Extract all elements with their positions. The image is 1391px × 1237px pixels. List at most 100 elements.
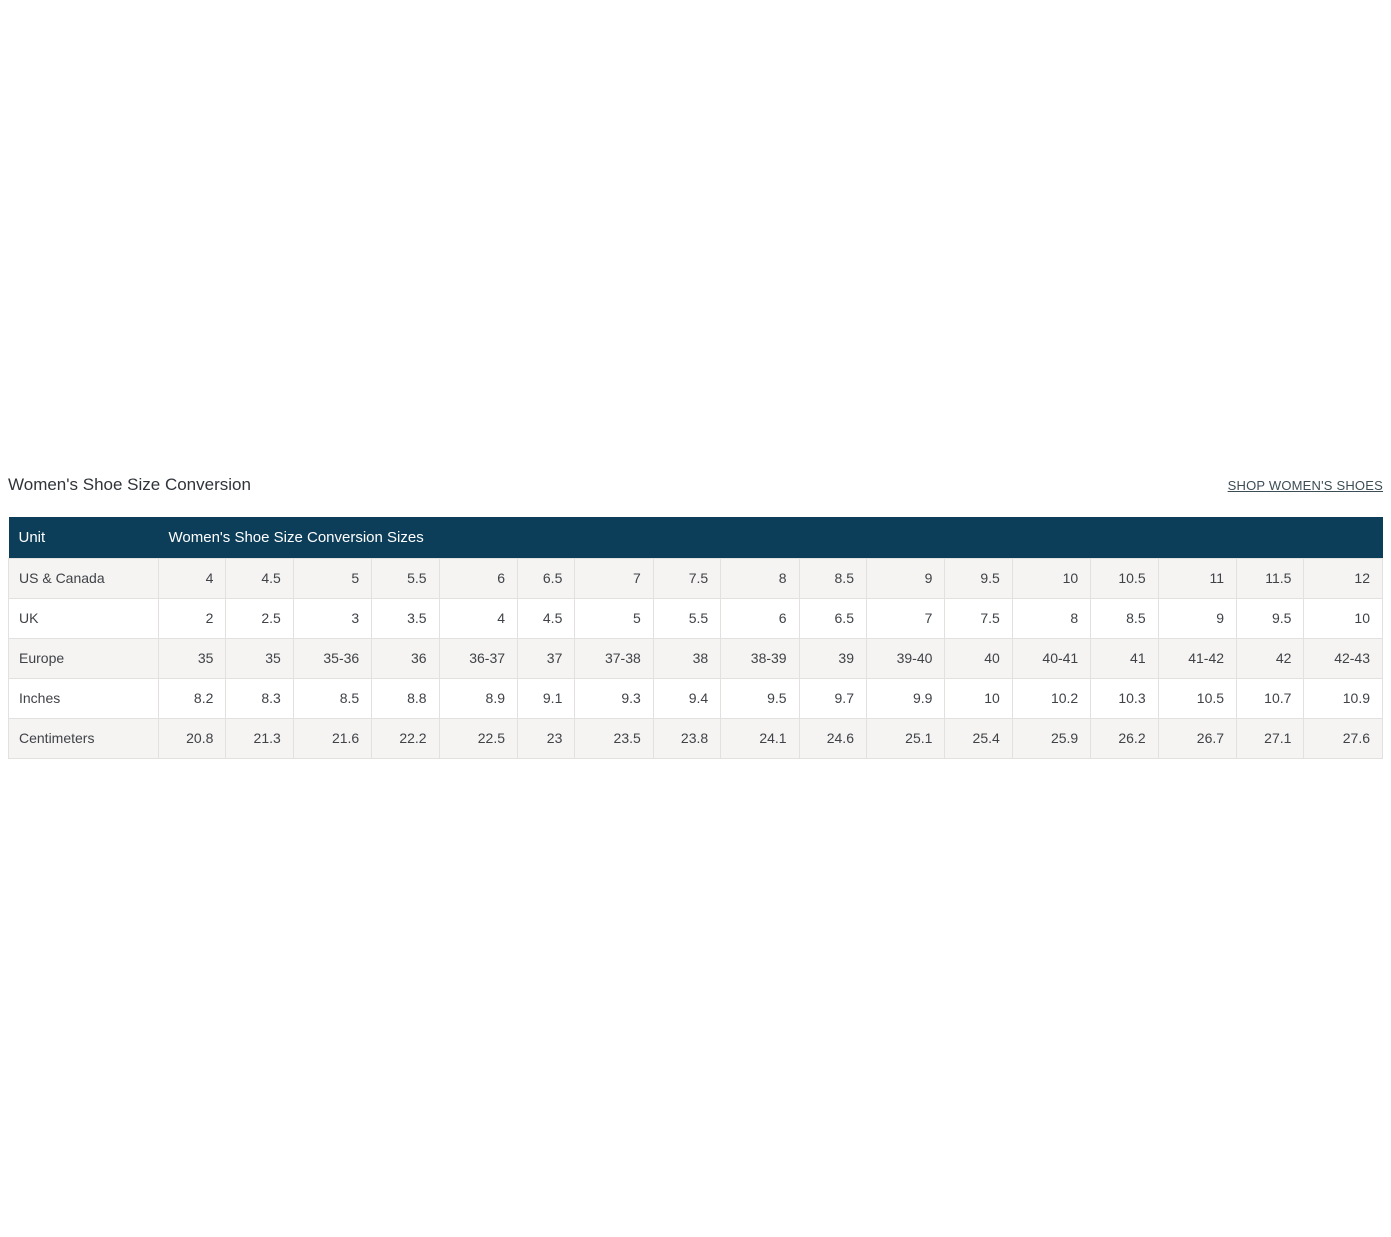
size-cell: 25.9	[1011, 717, 1092, 759]
size-cell: 10.3	[1090, 677, 1159, 719]
size-cell: 25.1	[865, 717, 946, 759]
size-cell: 26.2	[1090, 717, 1159, 759]
size-cell: 38	[652, 637, 722, 679]
size-cell: 2	[157, 597, 227, 639]
size-cell: 20.8	[157, 717, 227, 759]
table-row: Europe 35 35 35-36 36 36-37 37 37-38 38 38-39 39 39…	[8, 637, 1383, 679]
size-cell: 27.6	[1303, 717, 1383, 759]
size-cell: 8.3	[225, 677, 294, 719]
size-cell: 10	[1303, 597, 1383, 639]
size-chart-section: Women's Shoe Size Conversion SHOP WOMEN'…	[8, 474, 1383, 759]
row-label: UK	[8, 597, 159, 639]
size-cell: 6	[720, 597, 800, 639]
size-cell: 9	[865, 557, 946, 599]
size-cell: 7	[865, 597, 946, 639]
size-cell: 7.5	[944, 597, 1013, 639]
size-cell: 41-42	[1157, 637, 1238, 679]
size-cell: 8.9	[438, 677, 519, 719]
size-cell: 10.5	[1090, 557, 1159, 599]
size-cell: 8.5	[798, 557, 867, 599]
size-cell: 35-36	[292, 637, 373, 679]
size-cell: 10.7	[1236, 677, 1305, 719]
size-cell: 23	[517, 717, 576, 759]
size-cell: 12	[1303, 557, 1383, 599]
table-row: Inches 8.2 8.3 8.5 8.8 8.9 9.1 9.3 9.4 9.5 9.7 9.9 1…	[8, 677, 1383, 719]
size-cell: 10.2	[1011, 677, 1092, 719]
size-cell: 4.5	[517, 597, 576, 639]
table-body: US & Canada 4 4.5 5 5.5 6 6.5 7 7.5 8 8.5 9 9.5 10 10.…	[8, 557, 1383, 759]
size-cell: 9.5	[1236, 597, 1305, 639]
size-cell: 9.4	[652, 677, 722, 719]
size-cell: 39-40	[865, 637, 946, 679]
size-cell: 24.1	[720, 717, 800, 759]
size-cell: 6.5	[798, 597, 867, 639]
size-cell: 11.5	[1236, 557, 1305, 599]
size-cell: 9	[1157, 597, 1238, 639]
size-cell: 10.9	[1303, 677, 1383, 719]
size-cell: 23.8	[652, 717, 722, 759]
size-cell: 26.7	[1157, 717, 1238, 759]
size-cell: 4.5	[225, 557, 294, 599]
size-cell: 5.5	[371, 557, 440, 599]
table-header: Unit Women's Shoe Size Conversion Sizes	[8, 517, 1383, 558]
size-cell: 7	[574, 557, 654, 599]
size-cell: 35	[157, 637, 227, 679]
size-cell: 8	[1011, 597, 1092, 639]
size-cell: 3.5	[371, 597, 440, 639]
size-cell: 42-43	[1303, 637, 1383, 679]
section-heading-row: Women's Shoe Size Conversion SHOP WOMEN'…	[8, 474, 1383, 496]
size-cell: 11	[1157, 557, 1238, 599]
size-cell: 2.5	[225, 597, 294, 639]
size-cell: 10	[944, 677, 1013, 719]
size-cell: 39	[798, 637, 867, 679]
size-cell: 36-37	[438, 637, 519, 679]
size-cell: 9.5	[720, 677, 800, 719]
size-cell: 4	[438, 597, 519, 639]
size-cell: 36	[371, 637, 440, 679]
size-cell: 8.8	[371, 677, 440, 719]
row-label: Europe	[8, 637, 159, 679]
size-cell: 22.2	[371, 717, 440, 759]
table-row: Centimeters 20.8 21.3 21.6 22.2 22.5 23 23.5 23.…	[8, 717, 1383, 759]
size-cell: 4	[157, 557, 227, 599]
table-row: US & Canada 4 4.5 5 5.5 6 6.5 7 7.5 8 8.5 9 9.5 10 10.…	[8, 557, 1383, 599]
size-cell: 41	[1090, 637, 1159, 679]
section-title: Women's Shoe Size Conversion	[8, 475, 251, 494]
size-cell: 8.2	[157, 677, 227, 719]
size-cell: 10	[1011, 557, 1092, 599]
row-label: Inches	[8, 677, 159, 719]
row-label: US & Canada	[8, 557, 159, 599]
size-cell: 5.5	[652, 597, 722, 639]
sizes-column-header: Women's Shoe Size Conversion Sizes	[158, 517, 1383, 558]
size-cell: 6.5	[517, 557, 576, 599]
size-cell: 37-38	[574, 637, 654, 679]
row-label: Centimeters	[8, 717, 159, 759]
size-cell: 21.3	[225, 717, 294, 759]
size-cell: 8	[720, 557, 800, 599]
shop-womens-shoes-link[interactable]: SHOP WOMEN'S SHOES	[1227, 478, 1383, 493]
size-cell: 5	[574, 597, 654, 639]
size-cell: 27.1	[1236, 717, 1305, 759]
size-cell: 40-41	[1011, 637, 1092, 679]
size-cell: 9.1	[517, 677, 576, 719]
table-row: UK 2 2.5 3 3.5 4 4.5 5 5.5 6 6.5 7 7.5 8 8.5 9 9.5 10	[8, 597, 1383, 639]
size-cell: 22.5	[438, 717, 519, 759]
size-cell: 35	[225, 637, 294, 679]
size-cell: 9.9	[865, 677, 946, 719]
size-cell: 8.5	[1090, 597, 1159, 639]
size-cell: 25.4	[944, 717, 1013, 759]
size-cell: 10.5	[1157, 677, 1238, 719]
unit-column-header: Unit	[8, 517, 159, 558]
size-cell: 37	[517, 637, 576, 679]
size-cell: 42	[1236, 637, 1305, 679]
size-cell: 21.6	[292, 717, 373, 759]
size-cell: 6	[438, 557, 519, 599]
size-cell: 23.5	[574, 717, 654, 759]
size-cell: 9.7	[798, 677, 867, 719]
size-cell: 7.5	[652, 557, 722, 599]
size-cell: 8.5	[292, 677, 373, 719]
size-cell: 5	[292, 557, 373, 599]
size-cell: 38-39	[720, 637, 800, 679]
size-cell: 24.6	[798, 717, 867, 759]
shoe-size-conversion-table: Unit Women's Shoe Size Conversion Sizes …	[8, 517, 1383, 759]
